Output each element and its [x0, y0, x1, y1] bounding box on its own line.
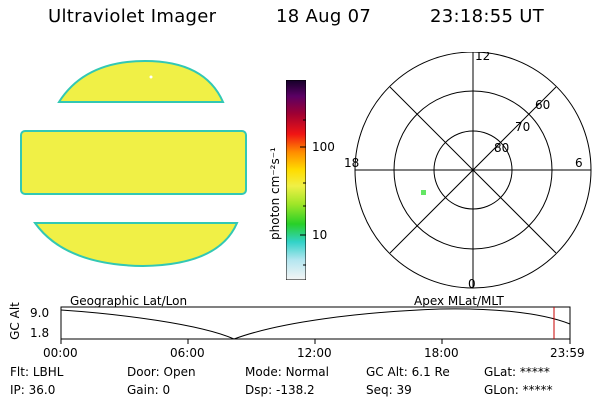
colorbar-tick-100: 100 [312, 140, 335, 154]
info-gain-value: 0 [162, 383, 171, 397]
instrument-title: Ultraviolet Imager [48, 6, 217, 27]
geographic-label: Geographic Lat/Lon [70, 294, 188, 308]
mlt-label-12: 12 [475, 52, 490, 63]
info-gc-alt-key: GC Alt: [366, 365, 408, 379]
observation-time: 23:18:55 UT [430, 6, 545, 27]
altitude-timeline [60, 306, 571, 344]
info-door-key: Door: [127, 365, 160, 379]
polar-plot: 12 18 6 0 60 70 80 [344, 52, 592, 291]
info-gc-alt-value: 6.1 Re [411, 365, 450, 379]
time-tick-0600: 06:00 [170, 346, 205, 360]
observation-date: 18 Aug 07 [276, 6, 372, 27]
info-ip: IP: 36.0 [10, 383, 55, 397]
info-door-value: Open [163, 365, 196, 379]
info-glat-value: ***** [519, 365, 550, 379]
time-tick-1800: 18:00 [424, 346, 459, 360]
info-seq-value: 39 [396, 383, 412, 397]
info-ip-key: IP: [10, 383, 25, 397]
mlt-label-0: 0 [468, 277, 476, 291]
time-tick-1200: 12:00 [297, 346, 332, 360]
info-mode: Mode: Normal [245, 365, 329, 379]
lat-label-60: 60 [535, 98, 550, 112]
timeline-ytick-min: 1.8 [30, 326, 50, 340]
info-gain-key: Gain: [127, 383, 159, 397]
altitude-curve [60, 308, 571, 340]
image-band-middle [20, 130, 247, 195]
timeline-ytick-max: 9.0 [30, 306, 50, 320]
info-dsp-value: -138.2 [275, 383, 315, 397]
colorbar [286, 80, 306, 280]
geographic-image [20, 59, 247, 268]
info-glat: GLat: ***** [484, 365, 550, 379]
info-door: Door: Open [127, 365, 196, 379]
info-glon: GLon: ***** [484, 383, 553, 397]
info-filter-key: Flt: [10, 365, 29, 379]
image-band-bottom [33, 222, 239, 268]
timeline-axis-label: GC Alt [7, 302, 22, 340]
info-gc-alt: GC Alt: 6.1 Re [366, 365, 450, 379]
info-seq-key: Seq: [366, 383, 393, 397]
info-dsp-key: Dsp: [245, 383, 273, 397]
colorbar-tick-10: 10 [312, 228, 328, 242]
info-dsp: Dsp: -138.2 [245, 383, 315, 397]
mlt-label-6: 6 [575, 156, 583, 170]
colorbar-unit-label: photon cm⁻²s⁻¹ [268, 147, 282, 240]
info-filter: Flt: LBHL [10, 365, 63, 379]
info-glat-key: GLat: [484, 365, 517, 379]
info-mode-value: Normal [285, 365, 329, 379]
time-tick-2359: 23:59 [550, 346, 585, 360]
info-seq: Seq: 39 [366, 383, 412, 397]
info-gain: Gain: 0 [127, 383, 170, 397]
apex-label: Apex MLat/MLT [414, 294, 504, 308]
info-mode-key: Mode: [245, 365, 282, 379]
mlt-label-18: 18 [344, 156, 359, 170]
image-bright-pixel [149, 75, 153, 79]
info-glon-value: ***** [522, 383, 553, 397]
time-tick-0000: 00:00 [43, 346, 78, 360]
info-filter-value: LBHL [32, 365, 64, 379]
lat-label-80: 80 [494, 141, 509, 155]
info-glon-key: GLon: [484, 383, 519, 397]
image-band-top [57, 59, 225, 103]
info-ip-value: 36.0 [28, 383, 56, 397]
lat-label-70: 70 [515, 120, 530, 134]
aurora-spot [421, 190, 426, 195]
